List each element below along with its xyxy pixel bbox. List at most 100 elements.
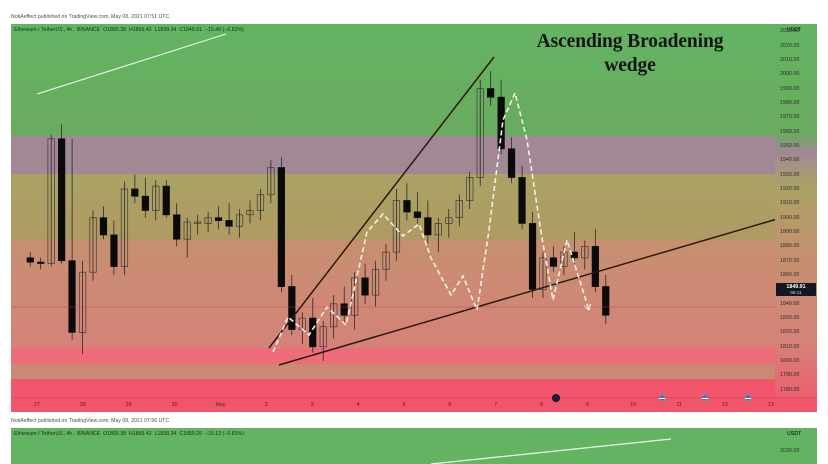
candle-body — [37, 261, 45, 264]
projection-arrowhead — [584, 305, 590, 311]
zone-mauve — [11, 136, 817, 174]
candle-body — [319, 326, 327, 348]
candle-body — [518, 177, 526, 224]
candle-body — [602, 286, 610, 316]
current-price-badge[interactable]: 1849.91 06:11 — [776, 283, 816, 297]
time-tick: 3 — [310, 402, 314, 408]
time-tick: 30 — [171, 402, 178, 408]
candle-body — [549, 257, 558, 267]
zone-tan — [11, 364, 817, 379]
candle-body — [581, 246, 589, 259]
price-tick: 2020.00 — [780, 42, 800, 49]
ticker-header-2: Ethereum / TetherUS,4h, BINANCE O1865.38… — [14, 431, 244, 437]
ticker-close-2: C1850.26 — [179, 431, 202, 437]
candle-body — [277, 167, 285, 287]
candle-body — [162, 185, 170, 216]
price-tick: 1880.00 — [780, 243, 800, 250]
flag-marker-icon[interactable] — [701, 394, 709, 402]
price-tick: 1900.00 — [780, 214, 800, 221]
candle-body — [507, 148, 516, 178]
candle-body — [330, 303, 338, 328]
current-price-value: 1849.91 — [786, 284, 806, 291]
zone-red — [11, 379, 817, 397]
candle-body — [26, 257, 34, 263]
candle-body — [173, 214, 181, 240]
candle-body — [78, 271, 87, 333]
candle-body — [361, 277, 369, 296]
price-tick: 1970.00 — [780, 114, 800, 121]
price-tick: 1800.00 — [780, 358, 800, 365]
candle-body — [591, 246, 599, 287]
ticker-interval: 4h — [66, 27, 73, 33]
flag-marker-icon[interactable] — [658, 394, 666, 402]
zone-green — [11, 24, 817, 136]
candle-body — [413, 211, 422, 218]
candle-body — [194, 221, 202, 224]
candle-body — [309, 317, 317, 348]
chart-panel-secondary: NotiAeffect published on TradingView.com… — [0, 413, 828, 464]
time-tick: 5 — [402, 402, 406, 408]
price-tick-2: 2030.00 — [780, 448, 800, 454]
price-tick: 2030.00 — [780, 28, 800, 35]
price-tick: 1890.00 — [780, 229, 800, 236]
pattern-annotation: Ascending Broadening wedge — [536, 31, 724, 77]
upper-resistance — [268, 56, 495, 349]
time-tick: 7 — [494, 402, 498, 408]
chart-canvas[interactable]: Ethereum / TetherUS,4h, BINANCE O1865.38… — [11, 24, 817, 412]
price-unit-label-2: USDT — [787, 431, 802, 437]
flag-marker-icon[interactable] — [744, 394, 752, 402]
candle-body — [371, 268, 380, 296]
ticker-symbol-2: Ethereum / TetherUS — [14, 431, 63, 437]
current-price-countdown: 06:11 — [790, 290, 802, 296]
price-scale-2[interactable]: USDT 2030.00 — [775, 428, 817, 464]
price-tick: 1950.00 — [780, 142, 800, 149]
ticker-change-2: −15.13 (−0.81%) — [204, 431, 244, 437]
attribution-text-2: NotiAeffect published on TradingView.com… — [11, 418, 170, 424]
ticker-header: Ethereum / TetherUS,4h, BINANCE O1865.38… — [14, 27, 244, 33]
ticker-close: C1849.91 — [179, 27, 202, 33]
candle-body — [99, 217, 108, 236]
candle-body — [570, 251, 578, 259]
price-tick: 1790.00 — [780, 372, 800, 379]
price-tick: 1930.00 — [780, 171, 800, 178]
price-tick: 2000.00 — [780, 71, 800, 78]
attribution-text: NotiAeffect published on TradingView.com… — [11, 14, 170, 20]
candle-body — [110, 234, 118, 267]
candle-body — [476, 88, 484, 178]
ticker-exchange-2: BINANCE — [76, 431, 101, 437]
chart-canvas-2[interactable]: Ethereum / TetherUS,4h, BINANCE O1865.38… — [11, 428, 817, 464]
candle-body — [455, 200, 463, 219]
ticker-high: H1869.42 — [128, 27, 152, 33]
zigzag-projection — [272, 90, 590, 353]
price-tick: 1980.00 — [780, 99, 800, 106]
time-tick: 27 — [34, 402, 40, 408]
price-zone-bands — [11, 24, 817, 412]
candle-body — [89, 217, 97, 273]
candle-body — [47, 138, 55, 264]
chart-series-layer — [11, 33, 817, 366]
price-tick: 1920.00 — [780, 185, 800, 192]
candle-body — [152, 185, 160, 211]
candle-body — [214, 217, 223, 221]
projection-path — [272, 90, 592, 353]
candle-body — [256, 194, 265, 211]
ticker-low-2: L1838.34 — [154, 431, 177, 437]
time-tick: May — [215, 402, 226, 408]
price-tick: 1860.00 — [780, 272, 800, 279]
ticker-high-2: H1869.42 — [128, 431, 152, 437]
price-tick: 2010.00 — [780, 56, 800, 63]
time-tick: 13 — [768, 402, 774, 408]
price-scale[interactable]: USDT 2030.00 2020.00 2010.00 2000.00 1990.00… — [775, 24, 817, 412]
time-tick: 6 — [448, 402, 452, 408]
candle-body — [434, 223, 442, 236]
price-tick: 1910.00 — [780, 200, 800, 207]
price-tick: 1990.00 — [780, 85, 800, 92]
earnings-marker-icon[interactable] — [552, 394, 560, 402]
candle-body — [235, 214, 244, 227]
ticker-open: O1865.38 — [103, 27, 127, 33]
candle-body — [351, 277, 359, 316]
candle-body — [403, 200, 411, 213]
time-scale[interactable]: 27 28 29 30 May 2 3 4 5 6 7 8 9 10 11 12 13 — [11, 394, 817, 412]
price-tick: 1870.00 — [780, 257, 800, 264]
lower-support — [278, 211, 802, 366]
